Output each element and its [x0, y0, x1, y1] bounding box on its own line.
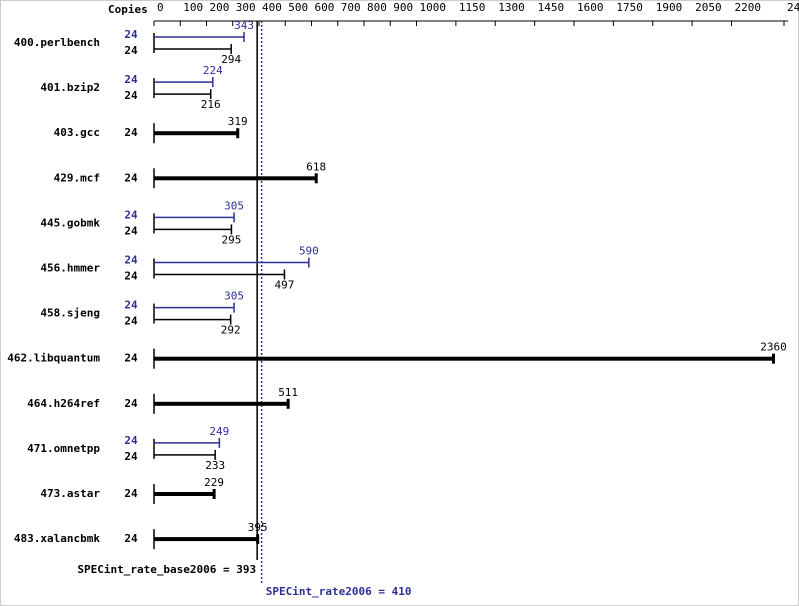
copies-label: 24	[124, 73, 138, 86]
x-tick-label: 2400	[787, 1, 799, 14]
bar	[154, 442, 220, 444]
copies-label: 24	[124, 352, 138, 365]
benchmark-name: 445.gobmk	[40, 216, 100, 229]
copies-label: 24	[124, 126, 138, 139]
bar	[154, 306, 235, 309]
bar	[154, 454, 216, 456]
bar	[154, 36, 245, 38]
copies-label: 24	[124, 434, 138, 447]
x-tick-label: 1150	[459, 1, 486, 14]
copies-label: 24	[124, 208, 138, 221]
bar	[154, 176, 317, 181]
value-label: 305	[224, 199, 244, 212]
x-tick-label: 1450	[538, 1, 565, 14]
value-label: 224	[203, 64, 223, 77]
reference-label: SPECint_rate_base2006 = 393	[77, 563, 256, 576]
x-tick-label: 100	[183, 1, 203, 14]
copies-label: 24	[124, 487, 138, 500]
benchmark-name: 473.astar	[40, 487, 100, 500]
copies-label: 24	[124, 28, 138, 41]
value-label: 395	[248, 521, 268, 534]
x-tick-label: 0	[157, 1, 164, 14]
value-label: 249	[209, 425, 229, 438]
benchmark-name: 403.gcc	[54, 126, 100, 139]
reference-label: SPECint_rate2006 = 410	[266, 585, 412, 598]
x-tick-label: 1750	[616, 1, 643, 14]
x-tick-label: 2050	[695, 1, 722, 14]
copies-label: 24	[124, 532, 138, 545]
copies-label: 24	[124, 270, 138, 283]
x-tick-label: 1900	[656, 1, 683, 14]
x-tick-label: 500	[288, 1, 308, 14]
copies-label: 24	[124, 171, 138, 184]
x-tick-label: 700	[341, 1, 361, 14]
value-label: 229	[204, 476, 224, 489]
x-tick-label: 1600	[577, 1, 604, 14]
copies-label: 24	[124, 315, 138, 328]
x-tick-label: 2200	[735, 1, 762, 14]
benchmark-name: 458.sjeng	[40, 307, 100, 320]
bar	[154, 131, 238, 136]
copies-label: 24	[124, 224, 138, 237]
bar	[154, 81, 213, 83]
copies-label: 24	[124, 44, 138, 57]
value-label: 216	[201, 98, 221, 111]
value-label: 2360	[760, 341, 787, 354]
value-label: 305	[224, 290, 244, 303]
benchmark-name: 471.omnetpp	[27, 442, 100, 455]
x-tick-label: 900	[393, 1, 413, 14]
x-tick-label: 1000	[420, 1, 447, 14]
benchmark-name: 456.hmmer	[40, 262, 100, 275]
x-tick-label: 300	[236, 1, 256, 14]
copies-label: 24	[124, 450, 138, 463]
benchmark-name: 464.h264ref	[27, 397, 100, 410]
bar	[154, 93, 211, 95]
copies-label: 24	[124, 89, 138, 102]
value-label: 295	[222, 233, 242, 246]
bar	[154, 318, 231, 321]
bar	[154, 216, 235, 219]
bar	[154, 48, 232, 50]
bar	[154, 492, 215, 496]
x-tick-label: 1300	[498, 1, 525, 14]
value-label: 294	[221, 53, 241, 66]
axis-label: Copies	[108, 3, 148, 16]
bar	[154, 228, 232, 231]
x-tick-label: 400	[262, 1, 282, 14]
benchmark-name: 429.mcf	[54, 171, 100, 184]
value-label: 292	[221, 324, 241, 337]
x-tick-label: 200	[210, 1, 230, 14]
value-label: 343	[234, 19, 254, 32]
bar	[154, 273, 285, 276]
value-label: 319	[228, 115, 248, 128]
bar	[154, 356, 774, 361]
bar	[154, 537, 258, 542]
copies-label: 24	[124, 397, 138, 410]
x-tick-label: 600	[315, 1, 335, 14]
copies-label: 24	[124, 254, 138, 267]
value-label: 511	[278, 386, 298, 399]
value-label: 233	[205, 459, 225, 472]
copies-label: 24	[124, 299, 138, 312]
benchmark-name: 462.libquantum	[7, 352, 100, 365]
value-label: 590	[299, 245, 319, 258]
bar	[154, 401, 289, 406]
value-label: 497	[275, 279, 295, 292]
benchmark-name: 400.perlbench	[14, 36, 100, 49]
value-label: 618	[306, 160, 326, 173]
bar	[154, 261, 309, 264]
x-tick-label: 800	[367, 1, 387, 14]
benchmark-name: 401.bzip2	[40, 81, 100, 94]
benchmark-name: 483.xalancbmk	[14, 532, 100, 545]
